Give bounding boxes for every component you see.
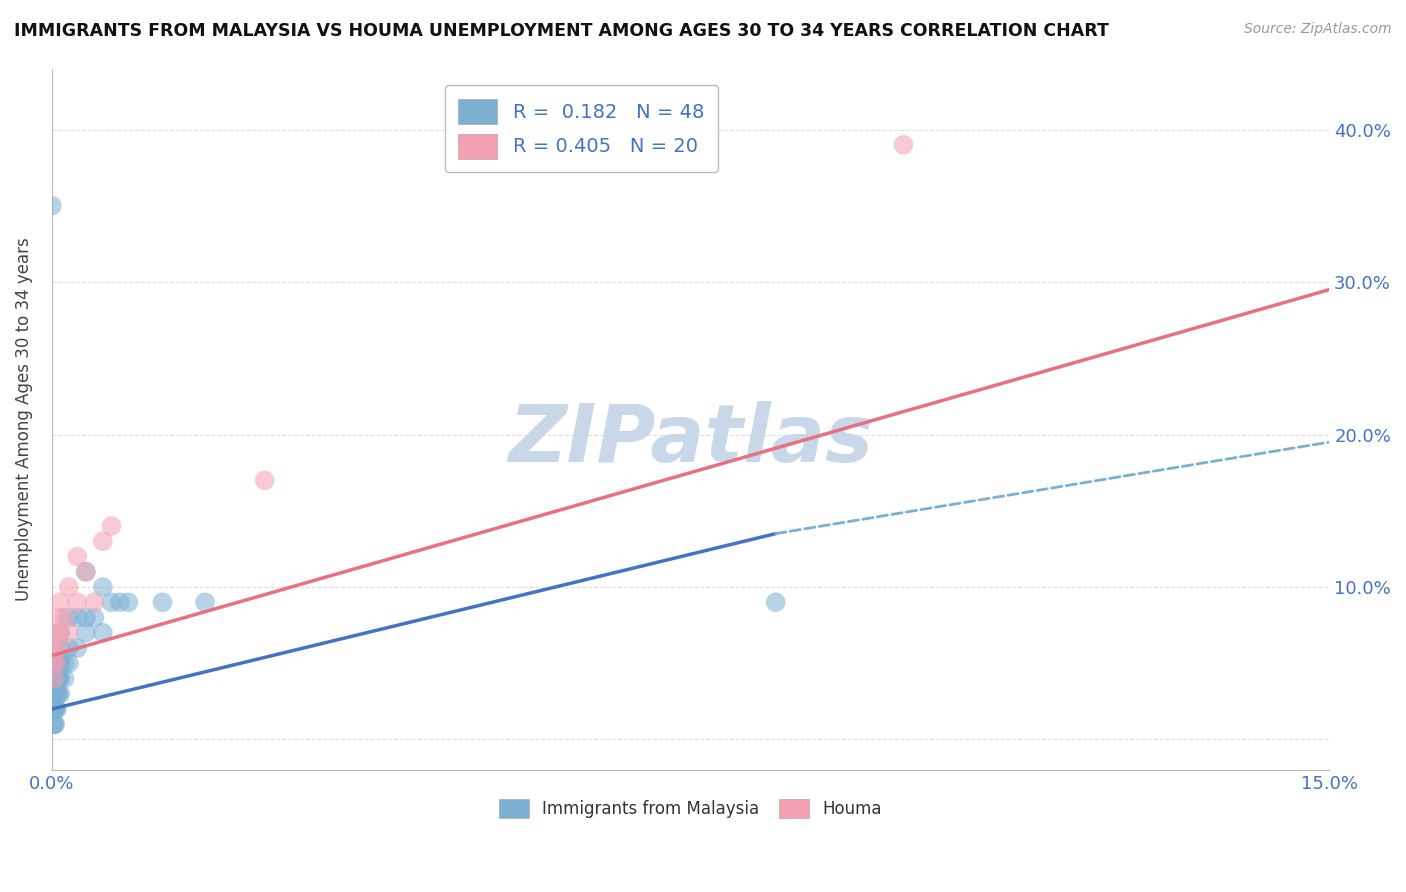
Point	[66, 640, 89, 655]
Point	[42, 657, 65, 671]
Point	[58, 610, 80, 624]
Point	[108, 595, 131, 609]
Text: IMMIGRANTS FROM MALAYSIA VS HOUMA UNEMPLOYMENT AMONG AGES 30 TO 34 YEARS CORRELA: IMMIGRANTS FROM MALAYSIA VS HOUMA UNEMPL…	[14, 22, 1109, 40]
Point	[66, 610, 89, 624]
Point	[765, 595, 787, 609]
Point	[46, 640, 69, 655]
Point	[44, 687, 66, 701]
Point	[45, 687, 67, 701]
Point	[46, 657, 69, 671]
Point	[117, 595, 139, 609]
Point	[46, 672, 69, 686]
Point	[44, 717, 66, 731]
Point	[91, 534, 114, 549]
Point	[48, 687, 70, 701]
Point	[44, 640, 66, 655]
Y-axis label: Unemployment Among Ages 30 to 34 years: Unemployment Among Ages 30 to 34 years	[15, 237, 32, 601]
Point	[45, 625, 67, 640]
Point	[49, 595, 72, 609]
Point	[49, 687, 72, 701]
Point	[45, 672, 67, 686]
Point	[49, 657, 72, 671]
Point	[75, 610, 97, 624]
Point	[48, 610, 70, 624]
Point	[44, 672, 66, 686]
Point	[893, 137, 915, 152]
Point	[45, 702, 67, 716]
Point	[46, 687, 69, 701]
Point	[58, 625, 80, 640]
Point	[66, 595, 89, 609]
Point	[53, 672, 76, 686]
Point	[44, 702, 66, 716]
Point	[48, 672, 70, 686]
Point	[75, 565, 97, 579]
Point	[83, 595, 105, 609]
Point	[42, 702, 65, 716]
Text: Source: ZipAtlas.com: Source: ZipAtlas.com	[1244, 22, 1392, 37]
Point	[49, 640, 72, 655]
Point	[44, 687, 66, 701]
Point	[49, 672, 72, 686]
Point	[45, 702, 67, 716]
Point	[75, 625, 97, 640]
Point	[53, 657, 76, 671]
Legend: Immigrants from Malaysia, Houma: Immigrants from Malaysia, Houma	[492, 792, 889, 825]
Point	[58, 657, 80, 671]
Point	[194, 595, 217, 609]
Point	[58, 640, 80, 655]
Point	[44, 717, 66, 731]
Point	[91, 625, 114, 640]
Point	[45, 657, 67, 671]
Point	[45, 672, 67, 686]
Point	[58, 580, 80, 594]
Point	[45, 687, 67, 701]
Point	[53, 610, 76, 624]
Point	[100, 519, 122, 533]
Point	[49, 625, 72, 640]
Point	[48, 657, 70, 671]
Point	[75, 565, 97, 579]
Point	[91, 580, 114, 594]
Point	[100, 595, 122, 609]
Point	[48, 672, 70, 686]
Point	[49, 625, 72, 640]
Point	[45, 657, 67, 671]
Point	[83, 610, 105, 624]
Point	[253, 473, 276, 487]
Point	[42, 717, 65, 731]
Point	[44, 702, 66, 716]
Point	[152, 595, 174, 609]
Text: ZIPatlas: ZIPatlas	[508, 401, 873, 479]
Point	[41, 199, 63, 213]
Point	[66, 549, 89, 564]
Point	[44, 672, 66, 686]
